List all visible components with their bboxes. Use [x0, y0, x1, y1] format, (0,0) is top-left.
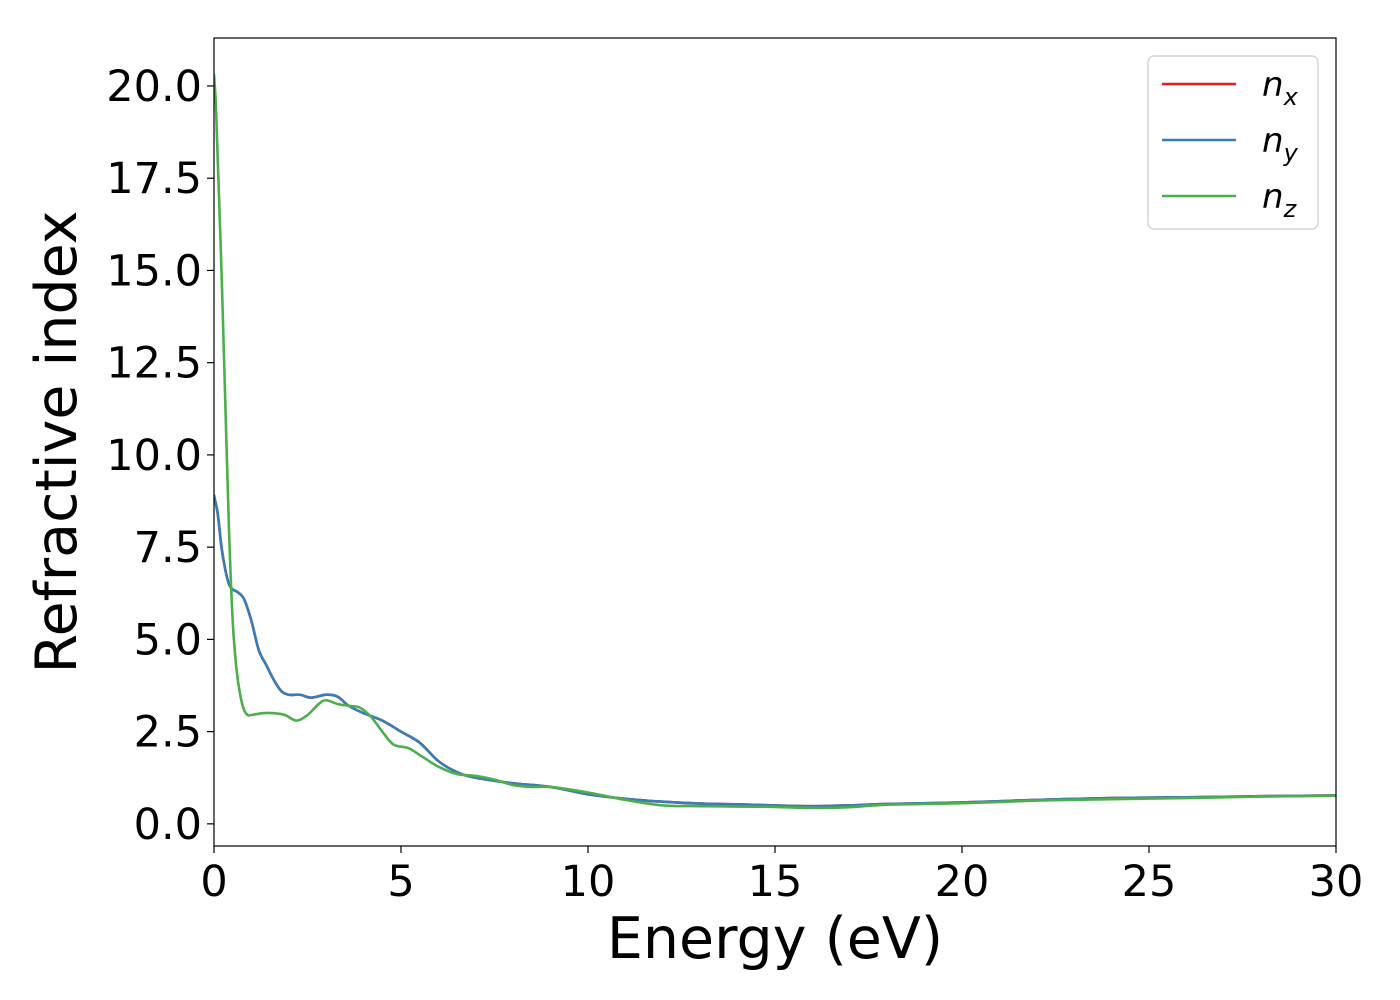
legend: nx ny nz — [1147, 55, 1319, 230]
x-tick-label: 30 — [1309, 857, 1364, 907]
y-axis: 0.0 2.5 5.0 7.5 10.0 12.5 15.0 17.5 20.0 — [106, 62, 214, 850]
legend-label-y: ny — [1262, 121, 1299, 167]
y-tick-label: 15.0 — [106, 246, 202, 296]
y-tick-label: 20.0 — [106, 62, 202, 112]
x-tick-label: 20 — [935, 857, 990, 907]
series-line-n-y — [214, 494, 1336, 808]
x-axis: 0 5 10 15 20 25 30 — [200, 846, 1363, 907]
y-tick-label: 7.5 — [134, 523, 202, 573]
legend-label-x: nx — [1262, 65, 1299, 111]
y-tick-label: 0.0 — [134, 800, 202, 850]
series-lines — [214, 73, 1336, 810]
x-tick-label: 10 — [561, 857, 616, 907]
y-tick-label: 2.5 — [134, 708, 202, 758]
y-axis-label: Refractive index — [24, 211, 90, 674]
legend-label-z: nz — [1262, 177, 1298, 223]
y-tick-label: 12.5 — [106, 339, 202, 389]
y-tick-label: 10.0 — [106, 431, 202, 481]
x-tick-label: 0 — [200, 857, 227, 907]
x-tick-label: 5 — [387, 857, 414, 907]
legend-box — [1147, 55, 1319, 230]
series-line-n-x — [214, 494, 1336, 808]
x-axis-label: Energy (eV) — [607, 906, 943, 972]
y-tick-label: 17.5 — [106, 154, 202, 204]
x-tick-label: 15 — [748, 857, 803, 907]
y-tick-label: 5.0 — [134, 615, 202, 665]
series-line-n-z — [214, 73, 1336, 810]
x-tick-label: 25 — [1122, 857, 1177, 907]
